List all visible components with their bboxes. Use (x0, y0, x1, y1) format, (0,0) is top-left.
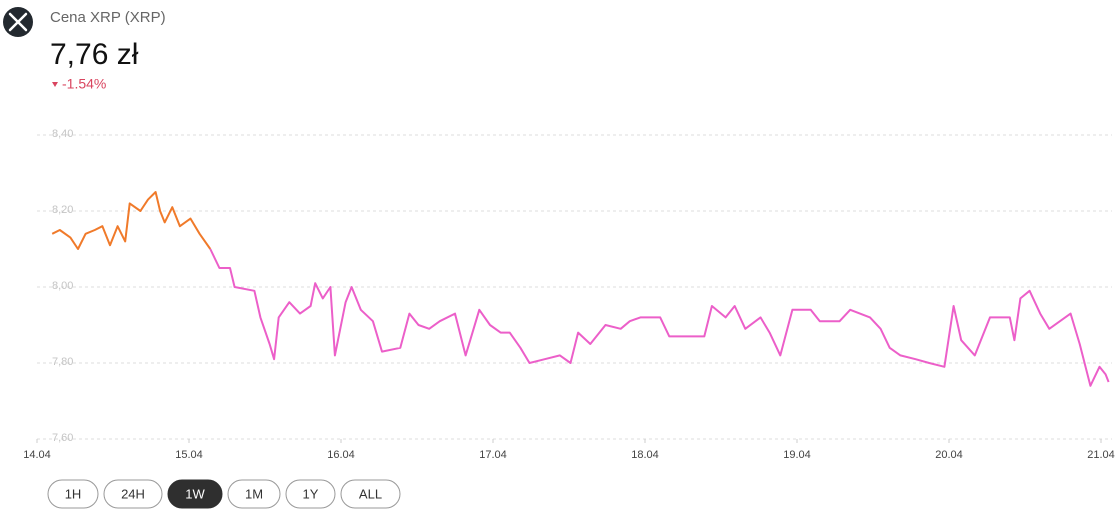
range-button-bg[interactable] (103, 479, 163, 509)
range-button-bg[interactable] (227, 479, 281, 509)
range-button[interactable]: 24H (103, 479, 163, 509)
price-line (209, 248, 1110, 387)
range-button-label[interactable]: 1Y (303, 486, 319, 501)
price-change: -1.54% (62, 76, 106, 92)
down-arrow (52, 82, 58, 87)
range-button-label[interactable]: 1H (65, 486, 82, 501)
range-button-label[interactable]: 24H (121, 486, 145, 501)
y-tick-label: 8,40 (52, 128, 73, 140)
range-button-bg[interactable] (167, 479, 223, 509)
coin-icon (3, 7, 33, 37)
y-tick-label: 8,00 (52, 280, 73, 292)
chart-title: Cena XRP (XRP) (50, 9, 166, 26)
x-tick-label: 14.04 (23, 449, 51, 461)
range-button[interactable]: 1H (47, 479, 99, 509)
y-tick-label: 7,60 (52, 432, 73, 444)
y-tick-label: 8,20 (52, 204, 73, 216)
x-tick-label: 20.04 (935, 449, 963, 461)
range-button-label[interactable]: 1M (245, 486, 263, 501)
price-line (51, 191, 212, 250)
range-button-bg[interactable] (340, 479, 401, 509)
x-tick-label: 17.04 (479, 449, 507, 461)
range-button-label[interactable]: ALL (359, 486, 382, 501)
range-button-bg[interactable] (285, 479, 336, 509)
range-button[interactable]: ALL (340, 479, 401, 509)
range-button-bg[interactable] (47, 479, 99, 509)
x-tick-label: 18.04 (631, 449, 659, 461)
x-tick-label: 15.04 (175, 449, 203, 461)
range-button[interactable]: 1W (167, 479, 223, 509)
x-tick-label: 19.04 (783, 449, 811, 461)
x-tick-label: 16.04 (327, 449, 355, 461)
y-tick-label: 7,80 (52, 356, 73, 368)
range-button-label[interactable]: 1W (185, 486, 205, 501)
x-tick-label: 21.04 (1087, 449, 1115, 461)
price: 7,76 zł (50, 38, 139, 71)
range-button[interactable]: 1Y (285, 479, 336, 509)
range-button[interactable]: 1M (227, 479, 281, 509)
